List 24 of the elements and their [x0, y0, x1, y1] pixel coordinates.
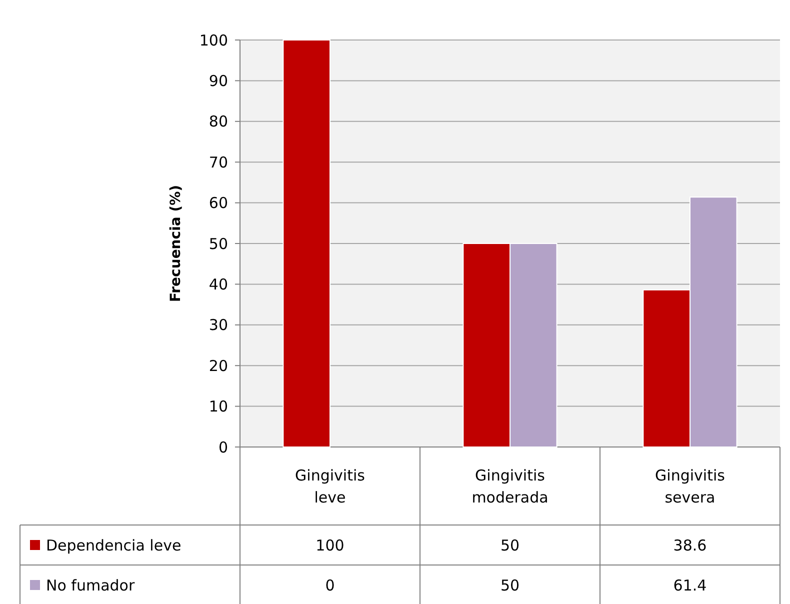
- data-label: 100: [316, 536, 344, 554]
- legend-label: No fumador: [46, 576, 136, 594]
- y-tick-label: 60: [208, 194, 228, 212]
- bar: [282, 40, 330, 448]
- data-label: 50: [500, 576, 520, 594]
- y-tick-label: 90: [208, 72, 228, 90]
- y-tick-label: 20: [208, 356, 228, 375]
- data-label: 0: [325, 576, 335, 594]
- x-tick-label: Gingivitis moderada: [472, 466, 548, 506]
- y-tick-label: 30: [208, 316, 228, 334]
- y-axis-title: Frecuencia (%): [168, 184, 184, 302]
- y-tick-label: 100: [199, 31, 228, 50]
- x-tick-label: Gingivitis severa: [655, 466, 726, 506]
- y-tick-label: 0: [218, 438, 228, 456]
- data-label: 38.6: [673, 536, 707, 554]
- legend-label: Dependencia leve: [46, 536, 182, 554]
- y-tick-label: 70: [208, 153, 228, 172]
- y-tick-label: 50: [208, 234, 228, 253]
- data-label: 50: [500, 536, 520, 554]
- y-tick-label: 40: [208, 275, 228, 294]
- y-tick-label: 10: [208, 398, 228, 416]
- y-tick-label: 80: [208, 112, 228, 131]
- x-tick-label: Gingivitis leve: [295, 466, 366, 506]
- data-label: 61.4: [673, 576, 707, 594]
